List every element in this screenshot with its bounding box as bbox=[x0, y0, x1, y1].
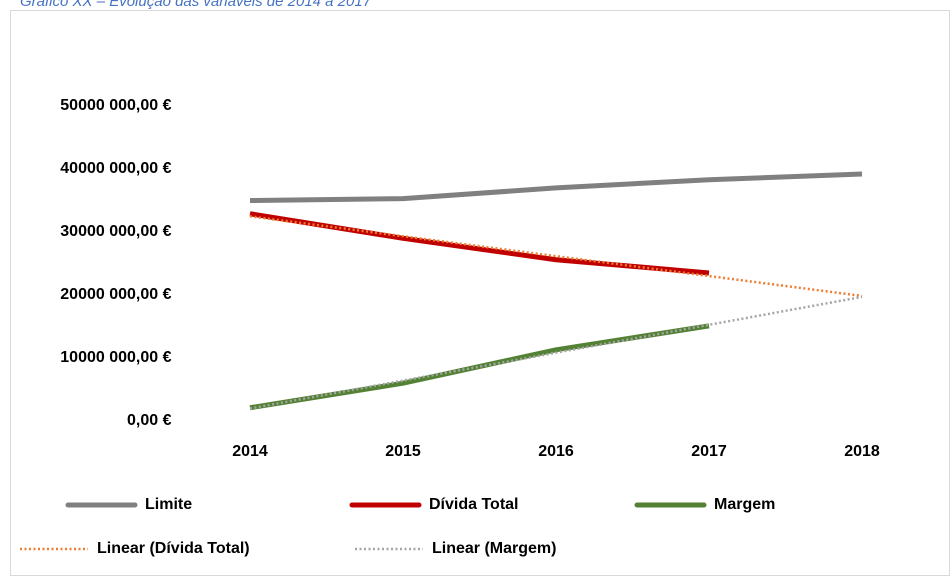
x-tick-label: 2018 bbox=[844, 443, 880, 460]
y-tick-label: 30000 000,00 € bbox=[60, 223, 171, 240]
legend-label: Linear (Dívida Total) bbox=[97, 540, 250, 557]
x-tick-label: 2015 bbox=[385, 443, 421, 460]
chart-title: Gráfico XX – Evolução das variáveis de 2… bbox=[20, 0, 372, 10]
y-tick-label: 0,00 € bbox=[127, 412, 172, 429]
chart-border bbox=[10, 10, 950, 576]
y-tick-label: 10000 000,00 € bbox=[60, 349, 171, 366]
y-tick-label: 40000 000,00 € bbox=[60, 160, 171, 177]
trendline bbox=[249, 295, 863, 410]
legend-label: Dívida Total bbox=[429, 496, 519, 513]
legend-label: Linear (Margem) bbox=[432, 540, 556, 557]
trendline bbox=[249, 215, 863, 298]
x-tick-label: 2016 bbox=[538, 443, 574, 460]
x-tick-label: 2017 bbox=[691, 443, 727, 460]
y-tick-label: 50000 000,00 € bbox=[60, 97, 171, 114]
series-line bbox=[249, 171, 863, 203]
y-tick-label: 20000 000,00 € bbox=[60, 286, 171, 303]
legend-label: Limite bbox=[145, 496, 192, 513]
x-tick-label: 2014 bbox=[232, 443, 268, 460]
legend-label: Margem bbox=[714, 496, 775, 513]
